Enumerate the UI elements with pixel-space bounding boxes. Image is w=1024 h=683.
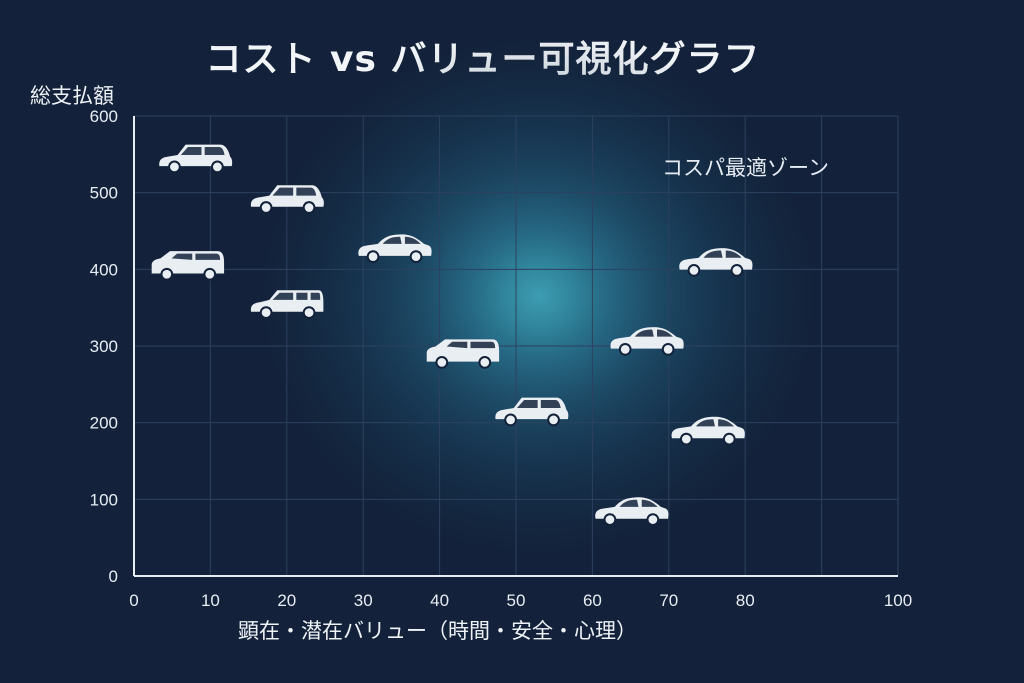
axes — [133, 116, 898, 577]
y-tick-label: 300 — [90, 337, 118, 356]
y-tick-label: 0 — [109, 567, 118, 586]
cost-performance-zone — [248, 26, 829, 567]
x-tick-label: 0 — [129, 591, 138, 610]
y-tick-label: 100 — [90, 490, 118, 509]
y-tick-label: 500 — [90, 184, 118, 203]
car-icon — [151, 251, 225, 281]
car-icon — [159, 144, 233, 174]
zone-glow — [248, 26, 829, 567]
x-tick-label: 60 — [583, 591, 602, 610]
x-tick-label: 30 — [354, 591, 373, 610]
x-tick-label: 20 — [277, 591, 296, 610]
x-tick-label: 100 — [884, 591, 912, 610]
y-tick-label: 200 — [90, 414, 118, 433]
x-tick-label: 80 — [736, 591, 755, 610]
y-tick-label: 400 — [90, 260, 118, 279]
y-tick-label: 600 — [90, 107, 118, 126]
x-axis-label: 顕在・潜在バリュー（時間・安全・心理） — [238, 619, 637, 643]
x-tick-label: 40 — [430, 591, 449, 610]
x-tick-label: 70 — [659, 591, 678, 610]
y-axis-label: 総支払額 — [30, 84, 114, 108]
x-tick-label: 10 — [201, 591, 220, 610]
tick-labels: 0 10 20 30 40 50 60 70 80 100 0 100 200 300 400 500 600 — [90, 107, 913, 610]
x-tick-label: 50 — [507, 591, 526, 610]
zone-label: コスパ最適ゾーン — [662, 156, 829, 180]
